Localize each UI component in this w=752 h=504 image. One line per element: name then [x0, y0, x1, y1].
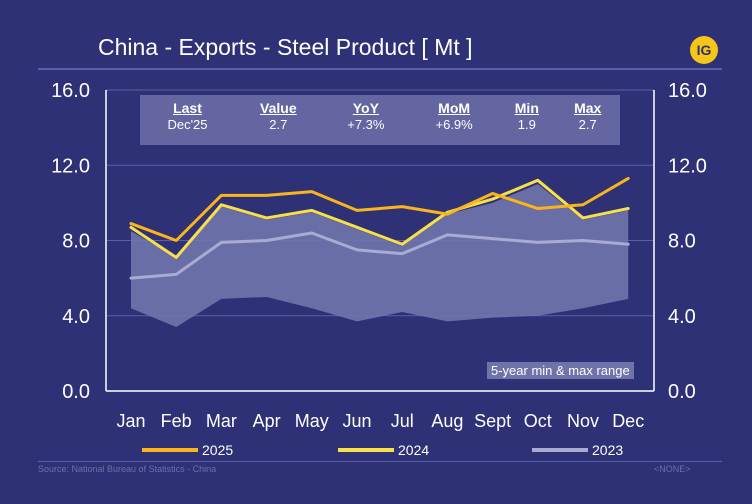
stats-header-max: Max: [574, 100, 602, 116]
x-tick-Feb: Feb: [161, 411, 192, 431]
y-tick-right-0: 0.0: [668, 381, 696, 403]
stats-yoy: +7.3%: [347, 117, 385, 132]
stats-table: Last Value YoY MoM Min Max Dec'25 2.7 +7…: [140, 95, 620, 132]
stats-panel: Last Value YoY MoM Min Max Dec'25 2.7 +7…: [140, 95, 620, 145]
y-tick-left-3: 12.0: [51, 155, 90, 177]
ig-logo: IG: [690, 36, 718, 64]
footer-tag: <NONE>: [654, 464, 691, 474]
range-band-layer: [131, 184, 629, 328]
x-tick-Sept: Sept: [474, 411, 511, 431]
legend-label-2025: 2025: [202, 442, 234, 458]
stats-value-row: Dec'25 2.7 +7.3% +6.9% 1.9 2.7: [140, 117, 620, 132]
legend-swatch-2023: [532, 448, 588, 452]
x-tick-Aug: Aug: [431, 411, 463, 431]
x-tick-Apr: Apr: [253, 411, 281, 431]
y-tick-left-2: 8.0: [62, 231, 90, 253]
series-line-2024: [129, 178, 630, 259]
range-band: [131, 184, 629, 328]
stats-min: 1.9: [517, 117, 536, 132]
legend-swatch-2024: [338, 448, 394, 452]
footer-divider: [38, 461, 722, 462]
x-tick-Mar: Mar: [206, 411, 237, 431]
x-tick-Jan: Jan: [116, 411, 145, 431]
title-divider: [38, 68, 722, 70]
legend-item-2024[interactable]: 2024: [338, 441, 429, 459]
x-tick-Jun: Jun: [342, 411, 371, 431]
x-tick-Jul: Jul: [391, 411, 414, 431]
stats-header-mom: MoM: [438, 100, 471, 116]
legend-label-2023: 2023: [592, 442, 624, 458]
series-layer: [129, 176, 630, 280]
source-note: Source: National Bureau of Statistics - …: [38, 464, 217, 474]
x-tick-Nov: Nov: [567, 411, 599, 431]
legend-label-2024: 2024: [398, 442, 430, 458]
stats-header-yoy: YoY: [352, 100, 379, 116]
legend-item-2023[interactable]: 2023: [532, 441, 623, 459]
stats-mom: +6.9%: [435, 117, 473, 132]
stats-last: Dec'25: [167, 117, 208, 132]
x-tick-Oct: Oct: [524, 411, 552, 431]
y-tick-right-1: 4.0: [668, 306, 696, 328]
stats-header-row: Last Value YoY MoM Min Max: [140, 95, 620, 117]
y-tick-right-4: 16.0: [668, 80, 707, 102]
y-tick-left-0: 0.0: [62, 381, 90, 403]
series-line-2025: [129, 176, 630, 242]
axis-layer: [105, 90, 655, 392]
stats-value: 2.7: [269, 117, 288, 132]
x-tick-Dec: Dec: [612, 411, 644, 431]
y-tick-left-4: 16.0: [51, 80, 90, 102]
legend-item-2025[interactable]: 2025: [142, 441, 233, 459]
stats-header-last: Last: [173, 100, 202, 116]
y-tick-right-3: 12.0: [668, 155, 707, 177]
legend-swatch-2025: [142, 448, 198, 452]
range-note: 5-year min & max range: [487, 362, 634, 379]
series-line-2023: [129, 231, 630, 280]
y-tick-right-2: 8.0: [668, 231, 696, 253]
chart-title: China - Exports - Steel Product [ Mt ]: [98, 34, 473, 60]
stats-max: 2.7: [578, 117, 597, 132]
x-tick-May: May: [295, 411, 329, 431]
stats-header-value: Value: [260, 100, 297, 116]
stats-header-min: Min: [514, 100, 539, 116]
tick-labels: 0.0 0.0 4.0 4.0 8.0 8.0 12.0 12.0 16.0 16.0 Jan Feb…: [51, 80, 707, 431]
y-tick-left-1: 4.0: [62, 306, 90, 328]
